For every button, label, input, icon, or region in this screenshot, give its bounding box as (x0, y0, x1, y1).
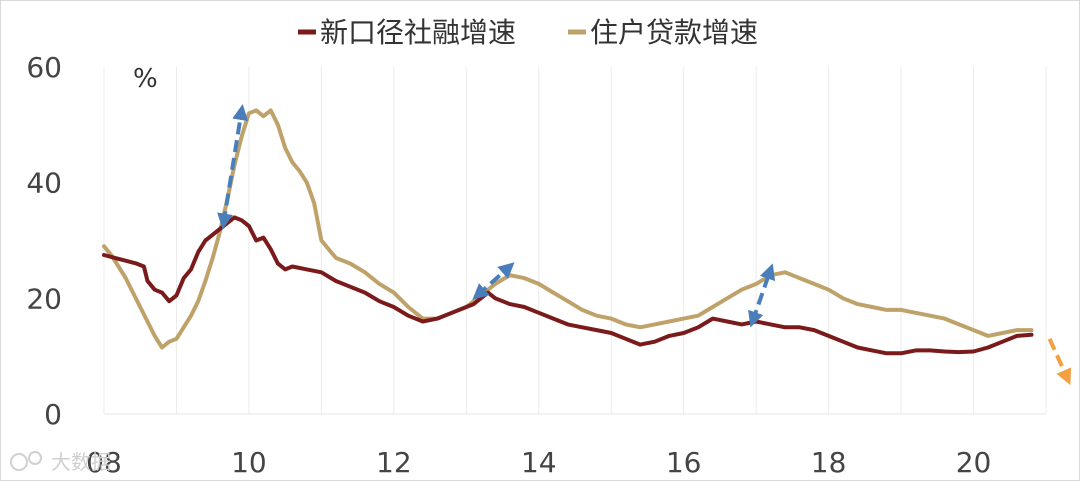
x-tick-label: 18 (811, 446, 847, 479)
x-tick-label: 10 (231, 446, 267, 479)
x-tick-label: 20 (956, 446, 992, 479)
grid-lines (103, 67, 1047, 415)
y-axis: 0 20 40 60 (26, 51, 62, 431)
y-tick-label: 60 (26, 51, 62, 84)
series-lines (102, 108, 1034, 356)
gap-arrow (217, 104, 249, 230)
legend-label: 新口径社融增速 (320, 16, 516, 49)
legend: 新口径社融增速 住户贷款增速 (298, 16, 758, 49)
gap-arrow (748, 263, 776, 328)
y-tick-label: 0 (44, 398, 62, 431)
series-line-1 (102, 108, 1034, 350)
trend-arrow (1047, 337, 1072, 386)
watermark-icon-2 (28, 451, 42, 465)
x-tick-label: 14 (521, 446, 557, 479)
legend-label: 住户贷款增速 (590, 16, 758, 49)
x-tick-label: 08 (86, 446, 122, 479)
y-tick-label: 20 (26, 282, 62, 315)
y-tick-label: 40 (26, 167, 62, 200)
watermark-text: 大数据 (51, 450, 111, 474)
watermark-icon (10, 453, 28, 471)
x-tick-label: 12 (376, 446, 412, 479)
x-tick-label: 16 (666, 446, 702, 479)
annotations (217, 104, 1072, 386)
unit-label: % (133, 64, 158, 94)
x-axis: 08 10 12 14 16 18 20 (86, 446, 991, 479)
watermark: 大数据 (10, 450, 111, 474)
series-line-0 (102, 215, 1034, 356)
gap-arrow (472, 262, 515, 300)
